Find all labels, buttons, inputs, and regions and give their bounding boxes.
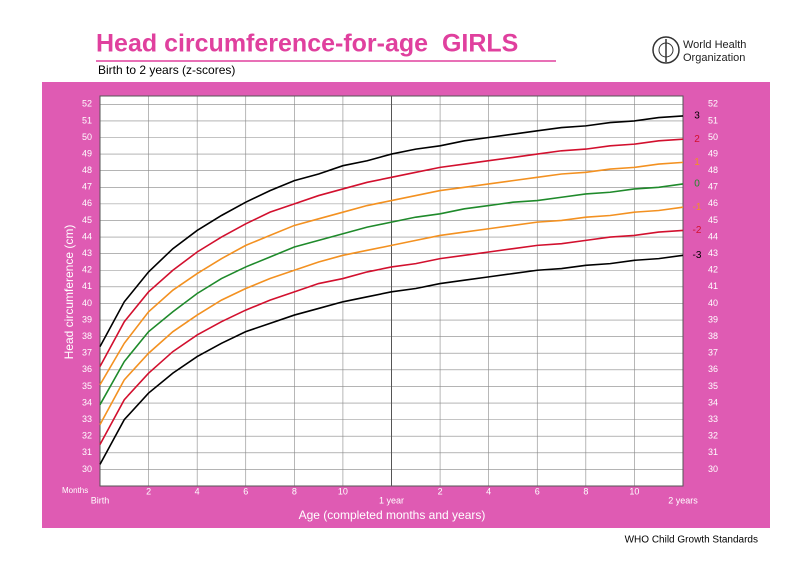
x-tick-label: 10 bbox=[338, 486, 348, 496]
line bbox=[99, 183, 684, 406]
y-tick-label: 52 bbox=[708, 99, 718, 109]
y-tick-label: 49 bbox=[82, 148, 92, 158]
y-tick-label: 43 bbox=[708, 248, 718, 258]
y-tick-label: 37 bbox=[708, 348, 718, 358]
y-tick-label: 33 bbox=[82, 414, 92, 424]
y-tick-label: 31 bbox=[82, 447, 92, 457]
y-tick-label: 35 bbox=[708, 381, 718, 391]
line bbox=[99, 254, 684, 465]
y-tick-label: 50 bbox=[82, 132, 92, 142]
y-tick-label: 33 bbox=[708, 414, 718, 424]
y-tick-label: 49 bbox=[708, 148, 718, 158]
y-tick-label: 40 bbox=[708, 298, 718, 308]
series-label: -1 bbox=[693, 202, 702, 213]
x-tick-label: 8 bbox=[583, 486, 588, 496]
series-label: -2 bbox=[693, 225, 702, 236]
y-tick-label: 45 bbox=[82, 215, 92, 225]
y-tick-label: 34 bbox=[708, 397, 718, 407]
logo: World Health Organization bbox=[652, 36, 746, 64]
subtitle: Birth to 2 years (z-scores) bbox=[98, 63, 235, 77]
y-tick-label: 39 bbox=[708, 314, 718, 324]
y-tick-label: 47 bbox=[82, 182, 92, 192]
line bbox=[99, 206, 684, 425]
y-tick-label: 34 bbox=[82, 397, 92, 407]
y-axis-label: Head circumference (cm) bbox=[62, 225, 76, 360]
y-tick-label: 44 bbox=[82, 231, 92, 241]
series-label: -3 bbox=[693, 250, 702, 261]
y-tick-label: 47 bbox=[708, 182, 718, 192]
footer: WHO Child Growth Standards bbox=[625, 535, 758, 546]
y-tick-label: 45 bbox=[708, 215, 718, 225]
y-tick-label: 36 bbox=[708, 364, 718, 374]
x-axis-label: Age (completed months and years) bbox=[299, 508, 486, 522]
y-tick-label: 43 bbox=[82, 248, 92, 258]
x-tick-label: 4 bbox=[486, 486, 491, 496]
x-unit-label: Months bbox=[62, 486, 88, 495]
series-label: 1 bbox=[694, 157, 700, 168]
y-tick-label: 41 bbox=[82, 281, 92, 291]
y-tick-label: 30 bbox=[708, 464, 718, 474]
x-tick-label: 4 bbox=[195, 486, 200, 496]
y-tick-label: 51 bbox=[708, 115, 718, 125]
y-tick-label: 37 bbox=[82, 348, 92, 358]
y-tick-label: 51 bbox=[82, 115, 92, 125]
y-tick-label: 42 bbox=[82, 265, 92, 275]
x-tick-label: 2 bbox=[146, 486, 151, 496]
y-tick-label: 39 bbox=[82, 314, 92, 324]
x-tick-label: 6 bbox=[535, 486, 540, 496]
line bbox=[99, 138, 684, 367]
y-tick-label: 42 bbox=[708, 265, 718, 275]
org-name: Organization bbox=[683, 52, 745, 64]
y-tick-label: 36 bbox=[82, 364, 92, 374]
org-name: World Health bbox=[683, 39, 746, 51]
y-tick-label: 38 bbox=[82, 331, 92, 341]
y-tick-label: 41 bbox=[708, 281, 718, 291]
y-tick-label: 32 bbox=[82, 431, 92, 441]
x-tick-label: 1 year bbox=[379, 495, 404, 505]
y-tick-label: 35 bbox=[82, 381, 92, 391]
y-tick-label: 30 bbox=[82, 464, 92, 474]
y-tick-label: 31 bbox=[708, 447, 718, 457]
y-tick-label: 52 bbox=[82, 99, 92, 109]
y-tick-label: 46 bbox=[82, 198, 92, 208]
line bbox=[99, 115, 684, 347]
y-tick-label: 44 bbox=[708, 231, 718, 241]
y-tick-label: 48 bbox=[708, 165, 718, 175]
y-tick-label: 46 bbox=[708, 198, 718, 208]
y-tick-label: 40 bbox=[82, 298, 92, 308]
series-label: 3 bbox=[694, 111, 700, 122]
plot-border bbox=[99, 95, 684, 487]
y-tick-label: 48 bbox=[82, 165, 92, 175]
y-tick-label: 38 bbox=[708, 331, 718, 341]
y-tick-label: 50 bbox=[708, 132, 718, 142]
x-tick-label: 6 bbox=[243, 486, 248, 496]
line bbox=[99, 161, 684, 386]
y-tick-label: 32 bbox=[708, 431, 718, 441]
series-label: 2 bbox=[694, 134, 700, 145]
x-tick-label: 2 bbox=[438, 486, 443, 496]
line bbox=[99, 229, 684, 445]
x-tick-label: 10 bbox=[629, 486, 639, 496]
series-label: 0 bbox=[694, 179, 700, 190]
chart-title: Head circumference-for-age GIRLS bbox=[96, 30, 518, 58]
x-tick-label: 2 years bbox=[668, 495, 698, 505]
x-tick-label: 8 bbox=[292, 486, 297, 496]
x-tick-label: Birth bbox=[91, 495, 110, 505]
